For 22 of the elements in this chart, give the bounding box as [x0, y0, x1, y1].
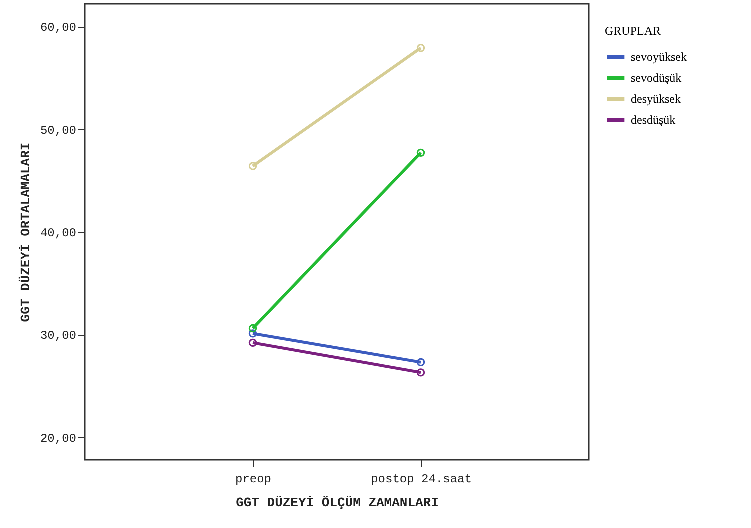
y-axis-title: GGT DÜZEYİ ORTALAMALARI	[18, 142, 34, 322]
y-tick-label: 30,00	[40, 329, 76, 344]
legend-label: sevodüşük	[631, 71, 682, 85]
x-tick-label: postop 24.saat	[371, 472, 472, 486]
y-tick-label: 50,00	[40, 124, 76, 138]
y-tick-label: 20,00	[40, 432, 76, 446]
legend-label: desdüşük	[631, 113, 676, 127]
y-tick-label: 40,00	[40, 226, 76, 240]
point	[248, 162, 258, 170]
point	[248, 330, 258, 338]
point	[416, 44, 426, 52]
y-tick-label: 60,00	[40, 21, 76, 36]
point	[248, 324, 258, 333]
x-axis-title: GGT DÜZEYİ ÖLÇÜM ZAMANLARI	[236, 496, 439, 510]
legend-label: desyüksek	[631, 92, 681, 106]
legend-title: GRUPLAR	[605, 24, 662, 38]
point	[416, 148, 426, 158]
x-tick-label: preop	[235, 472, 272, 486]
point	[248, 338, 258, 348]
legend-label: sevoyüksek	[631, 50, 687, 64]
point	[416, 358, 426, 367]
point	[416, 368, 426, 377]
